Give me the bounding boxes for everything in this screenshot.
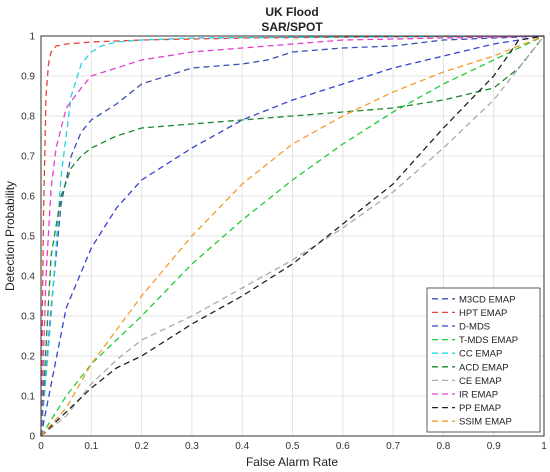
legend-label: CC EMAP	[459, 349, 502, 360]
chart-title: UK Flood	[265, 5, 318, 19]
x-tick-label: 1	[541, 441, 547, 452]
x-tick-label: 0.6	[336, 441, 350, 452]
x-tick-label: 0.4	[235, 441, 249, 452]
y-tick-label: 0.5	[21, 232, 35, 243]
y-tick-label: 0	[29, 432, 35, 443]
legend-label: PP EMAP	[459, 403, 501, 414]
legend-label: M3CD EMAP	[459, 294, 515, 305]
series-line-cc-emap	[40, 35, 545, 437]
y-tick-label: 0.3	[21, 312, 35, 323]
series-line-ir-emap	[40, 35, 545, 437]
y-tick-labels: 0 0.1 0.2 0.3 0.4 0.5 0.6 0.7 0.8 0.9 1	[21, 32, 35, 443]
legend-label: ACD EMAP	[459, 362, 509, 373]
x-tick-labels: 0 0.1 0.2 0.3 0.4 0.5 0.6 0.7 0.8 0.9 1	[38, 441, 547, 452]
series-line-d-mds	[40, 35, 545, 437]
y-tick-label: 0.4	[21, 272, 35, 283]
x-tick-label: 0.9	[487, 441, 501, 452]
y-tick-label: 0.9	[21, 72, 35, 83]
y-tick-label: 0.6	[21, 192, 35, 203]
x-tick-label: 0	[38, 441, 44, 452]
x-tick-label: 0.2	[135, 441, 149, 452]
x-axis-label: False Alarm Rate	[246, 455, 338, 469]
x-tick-label: 0.3	[185, 441, 199, 452]
legend: M3CD EMAP HPT EMAP D-MDS T-MDS EMAP CC EMAP A…	[426, 287, 541, 433]
y-tick-label: 0.1	[21, 392, 35, 403]
x-tick-label: 0.8	[436, 441, 450, 452]
y-tick-label: 0.8	[21, 112, 35, 123]
series-line-hpt-emap	[40, 35, 545, 437]
plot-frame	[40, 35, 545, 437]
legend-label: IR EMAP	[459, 390, 498, 401]
y-axis-label: Detection Probability	[3, 181, 17, 291]
series-layer	[40, 35, 545, 437]
legend-label: HPT EMAP	[459, 308, 507, 319]
y-tick-label: 0.7	[21, 152, 35, 163]
legend-label: T-MDS EMAP	[459, 335, 518, 346]
y-tick-label: 0.2	[21, 352, 35, 363]
legend-label: CE EMAP	[459, 376, 502, 387]
series-line-acd-emap	[40, 35, 545, 437]
series-line-ssim-emap	[40, 35, 545, 437]
legend-label: SSIM EMAP	[459, 417, 512, 428]
x-tick-label: 0.1	[84, 441, 98, 452]
legend-label: D-MDS	[459, 322, 490, 333]
x-tick-label: 0.7	[386, 441, 400, 452]
chart-subtitle: SAR/SPOT	[261, 20, 323, 34]
series-line-pp-emap	[40, 35, 545, 437]
y-tick-label: 1	[29, 32, 35, 43]
x-tick-label: 0.5	[286, 441, 300, 452]
series-line-ce-emap	[40, 35, 545, 437]
series-line-m3cd-emap	[40, 35, 545, 437]
